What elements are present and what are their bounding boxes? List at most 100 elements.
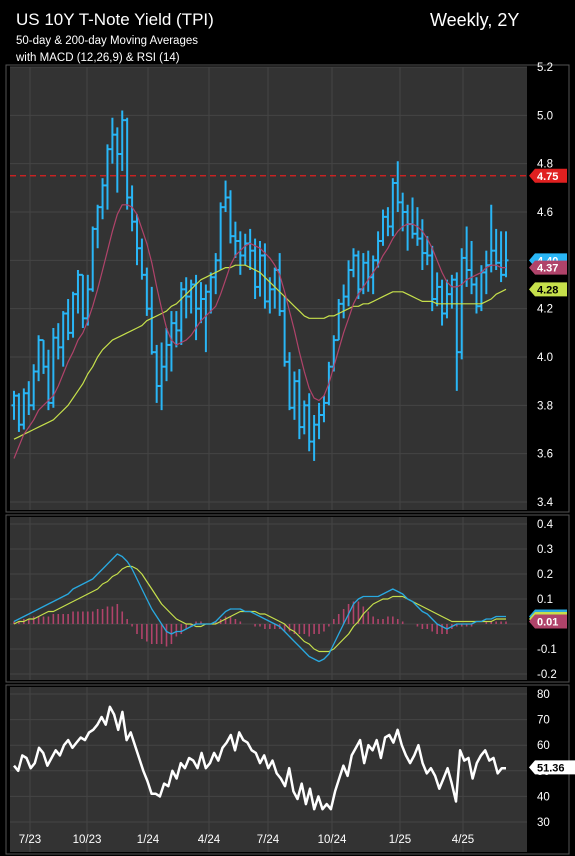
price-bar — [282, 296, 288, 367]
price-bar — [41, 339, 47, 374]
price-bar — [168, 311, 174, 372]
price-value-tag-label-2: 4.28 — [537, 284, 558, 296]
x-tick-label-7: 4/25 — [452, 834, 474, 846]
x-tick-label-0: 7/23 — [19, 834, 41, 846]
rsi-line — [13, 705, 506, 811]
price-panel-y-tick-7: 3.8 — [537, 400, 553, 412]
price-bar — [188, 279, 194, 314]
price-bar — [213, 253, 219, 295]
price-bar — [139, 238, 145, 280]
price-bar — [316, 402, 322, 440]
price-bar — [296, 369, 302, 440]
price-bar — [306, 393, 312, 452]
price-bar — [114, 127, 120, 193]
price-bar — [21, 388, 27, 430]
rsi-panel-y-tick-2: 60 — [537, 740, 550, 752]
price-bar — [164, 328, 170, 382]
chart-subtitle-line1: 50-day & 200-day Moving Averages — [16, 35, 198, 47]
price-panel-y-tick-6: 4.0 — [537, 352, 553, 364]
price-bar — [449, 274, 455, 309]
price-bar — [350, 248, 356, 278]
macd-panel-frame — [5, 514, 570, 683]
price-bar — [469, 241, 475, 295]
macd-panel-y-tick-0: 0.4 — [537, 519, 554, 531]
price-bar — [85, 274, 91, 326]
price-bar — [434, 272, 440, 307]
price-bar — [346, 260, 352, 307]
price-bar — [424, 236, 430, 266]
macd-line — [13, 553, 506, 663]
macd-panel-y-tick-2: 0.2 — [537, 569, 553, 581]
price-panel-y-tick-8: 3.6 — [537, 449, 553, 461]
price-bar — [223, 180, 229, 212]
reference-line-tag — [529, 168, 567, 183]
price-bar — [242, 233, 248, 266]
price-bar — [237, 231, 243, 275]
price-bar — [232, 221, 238, 258]
price-bar — [380, 209, 386, 246]
price-value-tag-1 — [529, 260, 567, 275]
price-bar — [336, 299, 342, 342]
price-panel-y-tick-1: 5.0 — [537, 110, 553, 122]
x-tick-label-1: 10/23 — [73, 834, 102, 846]
x-tick-label-5: 10/24 — [318, 834, 347, 846]
price-bar — [301, 400, 307, 435]
price-bar — [400, 192, 406, 232]
price-bar — [104, 144, 110, 210]
ma-50-day-line — [13, 204, 506, 459]
price-bar — [134, 214, 140, 266]
price-bar — [159, 342, 165, 411]
price-bar — [129, 185, 135, 232]
ma-200-day-line — [13, 264, 507, 440]
price-bar — [287, 352, 293, 411]
price-bar — [70, 291, 76, 338]
price-panel-y-tick-2: 4.8 — [537, 159, 553, 171]
price-bar — [60, 311, 66, 367]
rsi-value-tag-0 — [529, 760, 575, 775]
price-bar — [144, 267, 150, 316]
macd-panel-y-tick-1: 0.3 — [537, 544, 553, 556]
macd-signal-line — [13, 565, 506, 653]
rsi-value-tag-label-0: 51.36 — [537, 762, 565, 774]
price-bar — [464, 226, 470, 287]
price-bar — [498, 231, 504, 283]
price-bar — [100, 178, 106, 220]
price-bar — [11, 390, 17, 420]
price-bar — [267, 277, 273, 314]
reference-line-tag-label: 4.75 — [537, 171, 558, 183]
price-bar — [262, 243, 268, 309]
price-bar — [80, 273, 86, 328]
price-bar — [483, 250, 489, 295]
price-bar — [90, 226, 96, 292]
x-tick-label-3: 4/24 — [198, 834, 221, 846]
price-bar — [218, 202, 224, 270]
macd-panel-y-tick-3: 0.1 — [537, 594, 553, 606]
price-value-tag-2 — [529, 282, 567, 297]
price-value-tag-label-1: 4.37 — [537, 263, 558, 275]
macd-panel-y-tick-5: -0.1 — [537, 644, 557, 656]
price-bar — [31, 364, 37, 411]
price-bar — [473, 277, 479, 314]
price-bar — [252, 238, 258, 299]
price-bar — [124, 117, 130, 210]
price-bar — [173, 311, 179, 348]
macd-value-tag-label-2: 0.01 — [537, 617, 558, 629]
price-panel-y-tick-9: 3.4 — [537, 497, 554, 509]
price-bar — [95, 204, 101, 249]
price-bar — [395, 161, 401, 212]
price-bar — [208, 272, 214, 314]
price-bar — [183, 277, 189, 319]
price-bar — [444, 279, 450, 319]
price-bar — [355, 250, 361, 299]
price-bar — [55, 323, 61, 360]
price-panel-frame — [5, 64, 570, 513]
price-bar — [109, 117, 115, 164]
price-bar — [321, 395, 327, 423]
price-bar — [503, 231, 509, 278]
price-bar — [291, 371, 297, 420]
price-bar — [385, 207, 391, 237]
rsi-panel-y-tick-5: 30 — [537, 817, 550, 829]
x-tick-label-4: 7/24 — [257, 834, 280, 846]
macd-panel-y-tick-6: -0.2 — [537, 669, 557, 681]
